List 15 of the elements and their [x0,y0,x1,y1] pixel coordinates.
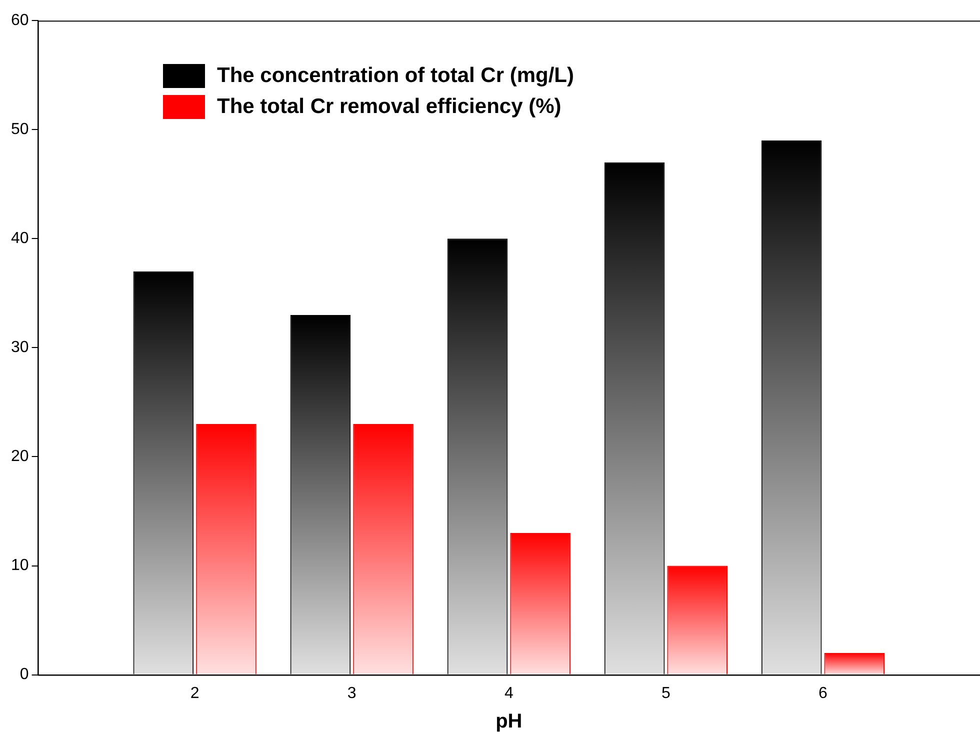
y-tick-label: 60 [11,12,29,30]
y-tick-label: 20 [11,448,29,466]
x-tick-label: 6 [818,684,828,702]
x-tick-label: 3 [347,684,356,702]
x-tick-label: 5 [661,684,670,702]
y-tick-label: 30 [11,339,29,356]
x-tick-label: 4 [504,684,514,702]
legend-label: The concentration of total Cr (mg/L) [217,64,574,88]
x-tick-label: 2 [190,684,200,702]
legend-label: The total Cr removal efficiency (%) [217,94,562,118]
y-tick-label: 50 [11,121,29,138]
y-tick-label: 0 [20,666,29,684]
y-tick-label: 10 [11,557,29,574]
x-axis-title: pH [496,710,522,733]
y-tick-label: 40 [11,230,29,248]
